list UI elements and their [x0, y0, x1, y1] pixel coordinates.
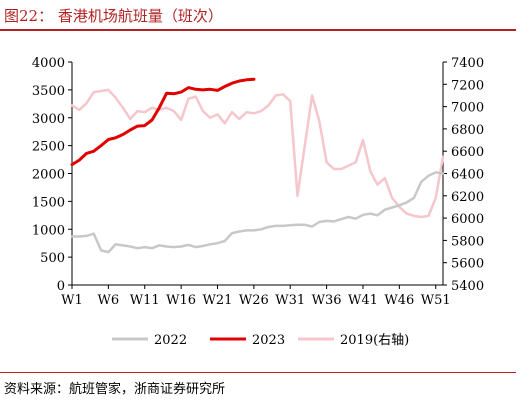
y-left-tick-label: 500 — [40, 251, 65, 266]
y-right-tick-label: 7000 — [451, 101, 484, 116]
chart-legend: 2022 2023 2019(右轴) — [112, 333, 409, 348]
y-right-tick-label: 7200 — [451, 78, 484, 93]
chart-axes: 0 500 1000 1500 2000 2500 3000 3500 4000 5400 5600… — [32, 56, 484, 308]
x-tick-label: W46 — [384, 293, 414, 308]
y-left-tick-label: 0 — [57, 279, 65, 294]
x-tick-label: W41 — [348, 293, 378, 308]
y-right-tick-label: 6000 — [451, 212, 484, 227]
y-right-tick-label: 6400 — [451, 168, 484, 183]
y-left-tick-label: 1000 — [32, 223, 65, 238]
y-right-tick-label: 5600 — [451, 257, 484, 272]
y-left-tick-label: 2000 — [32, 168, 65, 183]
x-tick-label: W16 — [166, 293, 196, 308]
y-left-tick-label: 3500 — [32, 84, 65, 99]
series-line-2022 — [70, 171, 445, 254]
x-tick-label: W11 — [130, 293, 160, 308]
y-left-tick-label: 2500 — [32, 140, 65, 155]
y-left-tick-label: 1500 — [32, 195, 65, 210]
x-tick-label: W26 — [239, 293, 269, 308]
x-tick-label: W6 — [98, 293, 120, 308]
x-tick-label: W31 — [275, 293, 305, 308]
y-right-tick-label: 6800 — [451, 123, 484, 138]
legend-label: 2023 — [252, 333, 285, 348]
source-note: 资料来源：航班管家，浙商证券研究所 — [4, 382, 226, 397]
x-tick-label: W51 — [421, 293, 451, 308]
title-divider — [0, 29, 516, 31]
figure-title: 图22： 香港机场航班量（班次） — [4, 7, 223, 25]
legend-label: 2022 — [154, 333, 187, 348]
chart-series — [70, 77, 445, 254]
x-tick-label: W21 — [203, 293, 233, 308]
y-right-tick-label: 7400 — [451, 56, 484, 71]
line-chart: 0 500 1000 1500 2000 2500 3000 3500 4000 5400 5600… — [32, 56, 484, 348]
legend-label: 2019(右轴) — [340, 333, 409, 348]
series-line-2023 — [70, 77, 256, 167]
x-tick-label: W1 — [61, 293, 83, 308]
x-tick-label: W36 — [312, 293, 342, 308]
y-right-tick-label: 5400 — [451, 279, 484, 294]
y-left-tick-label: 3000 — [32, 112, 65, 127]
series-line-2019 — [70, 88, 445, 219]
y-right-tick-label: 6600 — [451, 145, 484, 160]
y-left-tick-label: 4000 — [32, 56, 65, 71]
y-right-tick-label: 6200 — [451, 190, 484, 205]
source-divider — [0, 372, 516, 373]
figure-title-bar: 图22： 香港机场航班量（班次） — [0, 0, 520, 31]
y-right-tick-label: 5800 — [451, 234, 484, 249]
